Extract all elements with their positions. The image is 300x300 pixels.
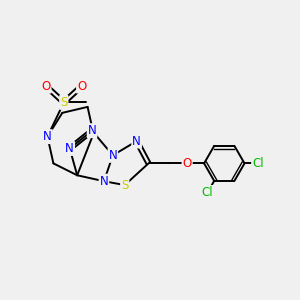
Text: Cl: Cl <box>202 186 213 199</box>
Text: N: N <box>65 142 74 155</box>
Text: N: N <box>88 124 96 137</box>
Text: N: N <box>132 135 141 148</box>
Text: N: N <box>100 175 108 188</box>
Text: Cl: Cl <box>252 157 264 170</box>
Text: N: N <box>43 130 52 143</box>
Text: N: N <box>109 149 117 162</box>
Text: O: O <box>77 80 86 93</box>
Text: O: O <box>41 80 51 93</box>
Text: S: S <box>60 96 68 109</box>
Text: S: S <box>121 178 128 192</box>
Text: O: O <box>182 157 192 170</box>
